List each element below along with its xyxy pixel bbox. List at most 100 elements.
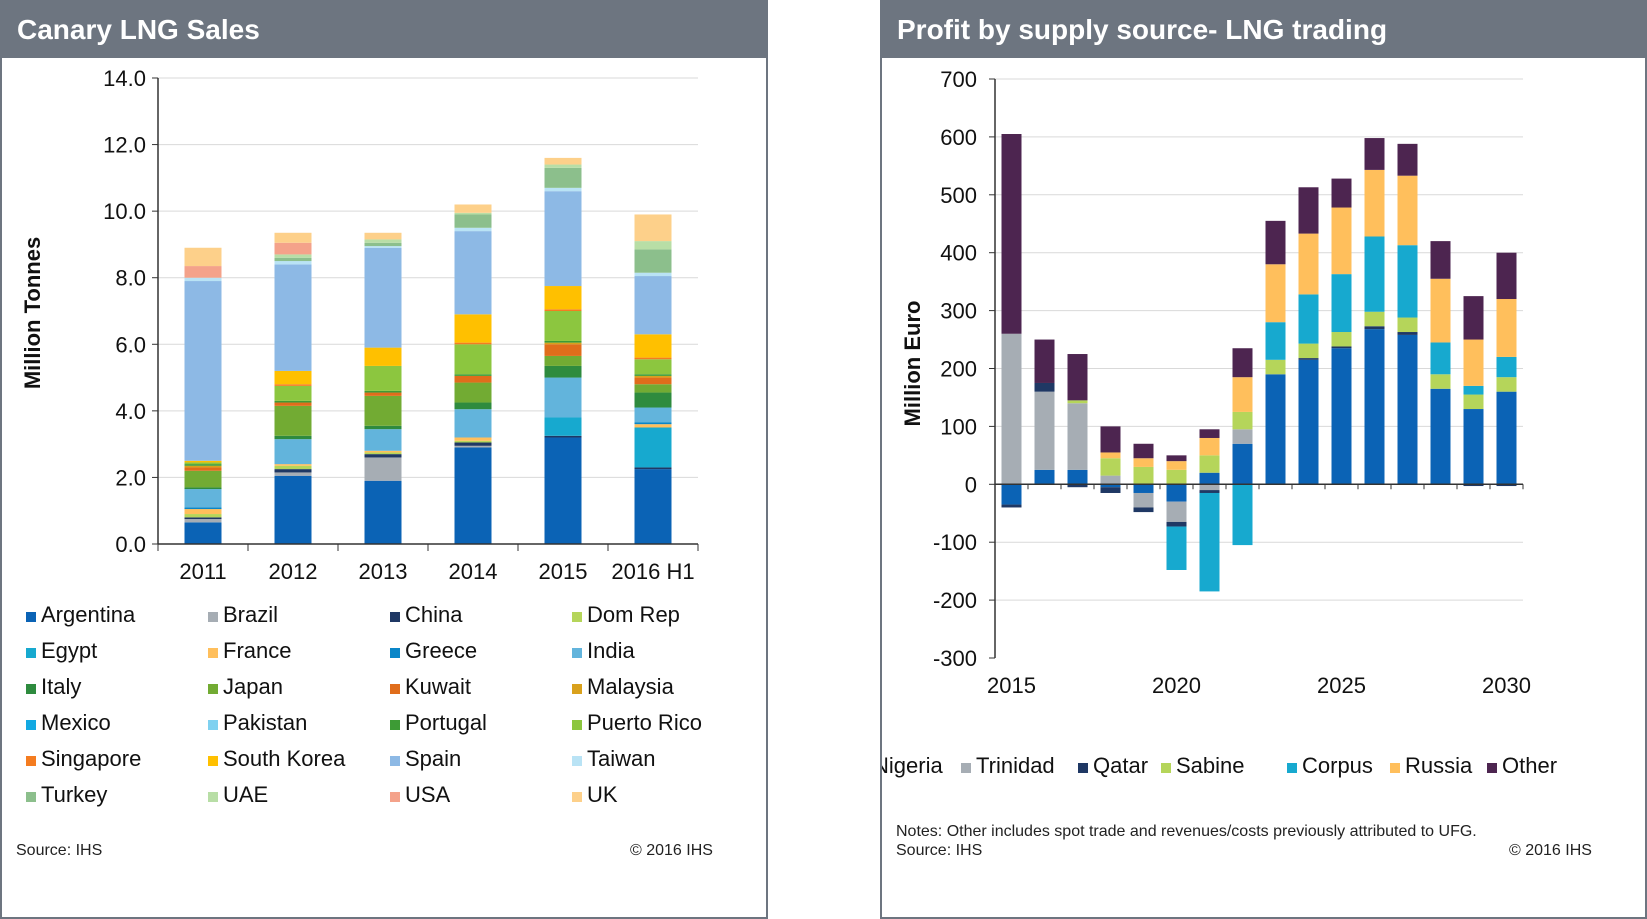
left-legend-label-japan: Japan [223,674,283,699]
bar-india-2014 [454,409,492,438]
left-legend-swatch-brazil [208,612,218,622]
bar-sabine-2018 [1100,458,1121,476]
bar-trinidad-2016 [1034,391,1055,470]
right-legend-label-sabine: Sabine [1176,753,1245,778]
bar-russia-2023 [1265,264,1286,323]
bar-sabine-2019 [1133,466,1154,485]
bar-usa-2011 [184,266,222,278]
bar-trinidad-2018 [1100,475,1121,485]
bar-russia-2019 [1133,458,1154,467]
bar-other-2027 [1397,143,1418,176]
left-legend-label-greece: Greece [405,638,477,663]
bar-kuwait-2013 [364,392,402,396]
bar-qatar-2019 [1133,507,1154,513]
bar-corpus-2025 [1331,274,1352,333]
bar-malaysia-2015 [544,342,582,345]
left-y-tick-label: 12.0 [103,133,146,158]
bar-portugal-2013 [364,390,402,393]
right-chart-panel: Profit by supply source- LNG trading -30… [880,0,1647,919]
bar-japan-2013 [364,395,402,426]
bar-brazil-2013 [364,457,402,481]
bar-singapore-2015 [544,309,582,311]
bar-other-2028 [1430,241,1451,279]
bar-south-korea-2015 [544,286,582,310]
bar-puerto-rico-2013 [364,365,402,391]
bar-nigeria-2020 [1166,484,1187,502]
bar-russia-2029 [1463,339,1484,386]
bar-dom-rep-2014 [454,440,492,443]
bar-taiwan-2014 [454,227,492,232]
bar-brazil-2014 [454,445,492,448]
bar-corpus-2021 [1199,492,1220,592]
left-legend-swatch-dom-rep [572,612,582,622]
bar-corpus-2027 [1397,245,1418,318]
right-y-tick-label: 500 [940,183,977,208]
left-legend-label-uae: UAE [223,782,268,807]
bar-dom-rep-2012 [274,465,312,470]
bar-italy-2011 [184,487,222,490]
bar-spain-2014 [454,231,492,315]
bar-italy-2012 [274,435,312,440]
bar-sabine-2022 [1232,411,1253,430]
left-legend-label-malaysia: Malaysia [587,674,675,699]
bar-trinidad-2020 [1166,501,1187,522]
bar-portugal-2014 [454,374,492,376]
bar-uk-2013 [364,232,402,240]
bar-puerto-rico-2016-h1 [634,359,672,375]
left-legend-label-italy: Italy [41,674,81,699]
bar-uk-2011 [184,247,222,267]
bar-russia-2021 [1199,437,1220,456]
left-legend-label-usa: USA [405,782,451,807]
bar-qatar-2025 [1331,346,1352,349]
bar-qatar-2017 [1067,484,1088,488]
right-legend-label-other: Other [1502,753,1557,778]
bar-india-2016-h1 [634,407,672,423]
bar-egypt-2016-h1 [634,427,672,468]
right-x-tick-label-2025: 2025 [1317,673,1366,698]
bar-puerto-rico-2015 [544,311,582,341]
left-legend-label-taiwan: Taiwan [587,746,655,771]
bar-corpus-2026 [1364,236,1385,312]
bar-spain-2011 [184,281,222,461]
bar-france-2013 [364,450,402,453]
bar-trinidad-2021 [1199,484,1220,491]
bar-china-2012 [274,469,312,473]
bar-china-2015 [544,435,582,438]
bar-turkey-2013 [364,242,402,247]
left-y-tick-label: 4.0 [115,399,146,424]
bar-other-2020 [1166,455,1187,462]
right-x-tick-label-2015: 2015 [987,673,1036,698]
left-legend-swatch-usa [390,792,400,802]
bar-turkey-2014 [454,214,492,228]
left-legend-swatch-malaysia [572,684,582,694]
bar-brazil-2012 [274,472,312,476]
bar-qatar-2024 [1298,358,1319,360]
left-legend-label-france: France [223,638,291,663]
bar-uae-2012 [274,254,312,258]
left-legend-swatch-egypt [26,648,36,658]
left-legend-label-brazil: Brazil [223,602,278,627]
right-y-tick-label: 0 [965,472,977,497]
bar-puerto-rico-2012 [274,385,312,401]
left-y-tick-label: 14.0 [103,66,146,91]
left-legend-label-kuwait: Kuwait [405,674,471,699]
bar-spain-2016-h1 [634,276,672,335]
bar-corpus-2024 [1298,294,1319,344]
bar-corpus-2022 [1232,484,1253,546]
bar-other-2019 [1133,443,1154,459]
left-legend-swatch-china [390,612,400,622]
bar-taiwan-2016-h1 [634,272,672,277]
bar-italy-2014 [454,402,492,410]
bar-egypt-2015 [544,417,582,436]
bar-turkey-2015 [544,167,582,188]
bar-portugal-2012 [274,400,312,403]
bar-argentina-2011 [184,522,222,544]
bar-malaysia-2016-h1 [634,375,672,378]
left-legend-swatch-puerto-rico [572,720,582,730]
bar-sabine-2029 [1463,394,1484,410]
bar-russia-2027 [1397,175,1418,246]
bar-other-2025 [1331,178,1352,208]
bar-brazil-2011 [184,519,222,523]
bar-spain-2013 [364,247,402,348]
right-x-tick-label-2030: 2030 [1482,673,1531,698]
